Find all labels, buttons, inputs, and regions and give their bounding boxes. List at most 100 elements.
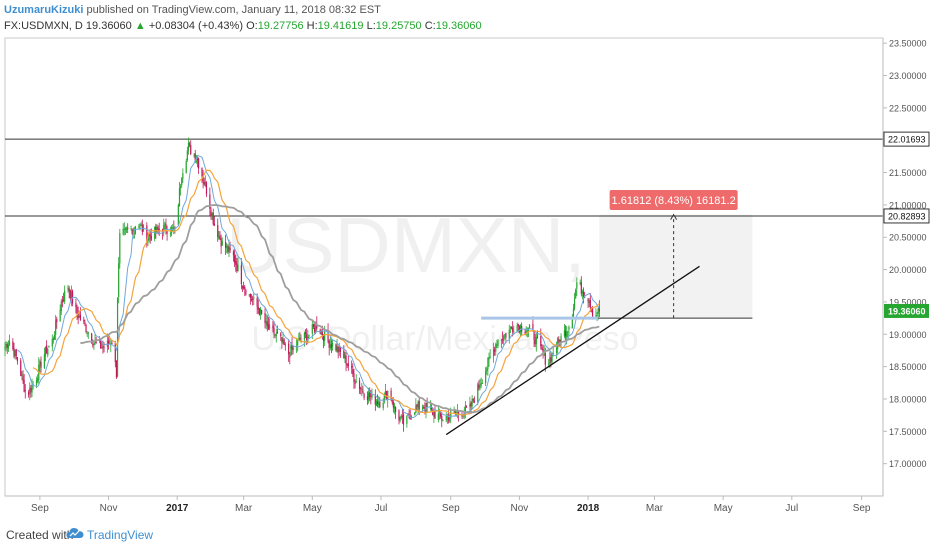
candle-body	[107, 340, 110, 345]
candle-body	[194, 153, 196, 162]
candle-body	[273, 328, 275, 335]
candle-body	[91, 333, 93, 343]
candle-body	[203, 181, 205, 185]
candle-body	[276, 331, 279, 334]
open-label: O:	[246, 20, 258, 32]
candle-body	[550, 357, 552, 362]
candle-body	[564, 331, 567, 337]
close-value: 19.36060	[435, 20, 482, 32]
candle-body	[12, 341, 14, 349]
candle-body	[284, 344, 286, 346]
candle-body	[345, 355, 347, 364]
candle-body	[393, 405, 396, 409]
y-tick-label: 19.00000	[889, 330, 927, 340]
candle-body	[46, 345, 48, 354]
candle-body	[312, 324, 315, 327]
candle-body	[571, 318, 573, 329]
published-text: published on TradingView.com, January 11…	[86, 4, 381, 16]
candle-body	[477, 384, 479, 403]
candle-body	[358, 380, 361, 389]
candle-body	[322, 335, 325, 341]
candle-body	[579, 282, 581, 284]
tradingview-brand-link[interactable]: TradingView	[87, 528, 154, 542]
y-tick-label: 21.50000	[889, 168, 927, 178]
candle-body	[299, 337, 301, 341]
candle-body	[418, 400, 420, 410]
measure-arrowhead-icon	[670, 213, 678, 220]
candle-body	[555, 347, 558, 353]
candle-body	[596, 315, 598, 317]
x-tick-label: May	[303, 503, 322, 514]
candle-body	[464, 405, 466, 413]
candle-body	[575, 289, 577, 299]
candle-body	[479, 386, 481, 388]
candle-body	[591, 307, 594, 317]
candle-body	[303, 333, 306, 340]
candle-body	[387, 390, 389, 400]
candle-body	[166, 231, 168, 234]
candle-body	[69, 289, 71, 299]
candle-body	[83, 320, 85, 322]
y-tick-label: 23.50000	[889, 39, 927, 49]
candle-body	[76, 306, 78, 314]
candle-body	[513, 331, 515, 333]
candle-body	[53, 334, 56, 340]
y-tick-label: 23.00000	[889, 71, 927, 81]
candle-body	[470, 402, 472, 407]
candle-body	[281, 337, 283, 343]
candle-body	[454, 410, 456, 414]
candle-body	[469, 403, 471, 408]
candle-body	[429, 407, 432, 409]
candle-body	[60, 301, 62, 312]
candle-body	[125, 228, 128, 230]
candle-body	[220, 238, 222, 247]
candle-body	[202, 175, 204, 182]
candle-body	[267, 324, 269, 330]
candle-body	[268, 324, 271, 329]
candle-body	[68, 288, 70, 292]
candle-body	[232, 251, 235, 256]
candle-body	[177, 204, 179, 225]
candle-body	[353, 372, 355, 382]
open-value: 19.27756	[257, 20, 304, 32]
candle-body	[496, 344, 498, 346]
candle-body	[480, 383, 482, 386]
candle-body	[486, 368, 488, 372]
candle-body	[580, 282, 582, 294]
candle-body	[510, 327, 513, 329]
candle-body	[243, 286, 245, 289]
candle-body	[335, 344, 337, 351]
candle-body	[551, 352, 553, 363]
candle-body	[87, 332, 89, 334]
candle-body	[165, 224, 167, 231]
measure-label: 1.61812 (8.43%) 16181.2	[612, 195, 736, 207]
candle-body	[534, 339, 536, 345]
y-tick-label: 22.50000	[889, 103, 927, 113]
candle-body	[227, 246, 229, 253]
candle-body	[51, 338, 53, 347]
candle-body	[528, 324, 531, 329]
candle-body	[567, 331, 569, 333]
price-chart[interactable]: USDMXN, DU.S. Dollar/Mexican Peso1.61812…	[0, 0, 932, 518]
candle-body	[8, 341, 11, 346]
candle-body	[588, 300, 590, 303]
candle-body	[148, 235, 150, 241]
y-tick-label: 19.50000	[889, 297, 927, 307]
candle-body	[361, 389, 363, 391]
candle-body	[541, 347, 543, 350]
candle-body	[355, 381, 357, 383]
candle-body	[449, 416, 451, 422]
candle-body	[289, 355, 291, 358]
x-tick-label: Mar	[235, 503, 253, 514]
author-link[interactable]: UzumaruKizuki	[4, 4, 84, 16]
candle-body	[195, 160, 197, 162]
x-tick-label: 2018	[577, 503, 600, 514]
candle-body	[573, 298, 576, 309]
candle-body	[193, 154, 195, 156]
candle-body	[5, 343, 7, 346]
candle-body	[432, 410, 434, 416]
candle-body	[581, 292, 584, 294]
candle-body	[225, 242, 227, 249]
candle-body	[330, 343, 333, 348]
current-price-badge	[884, 303, 929, 318]
